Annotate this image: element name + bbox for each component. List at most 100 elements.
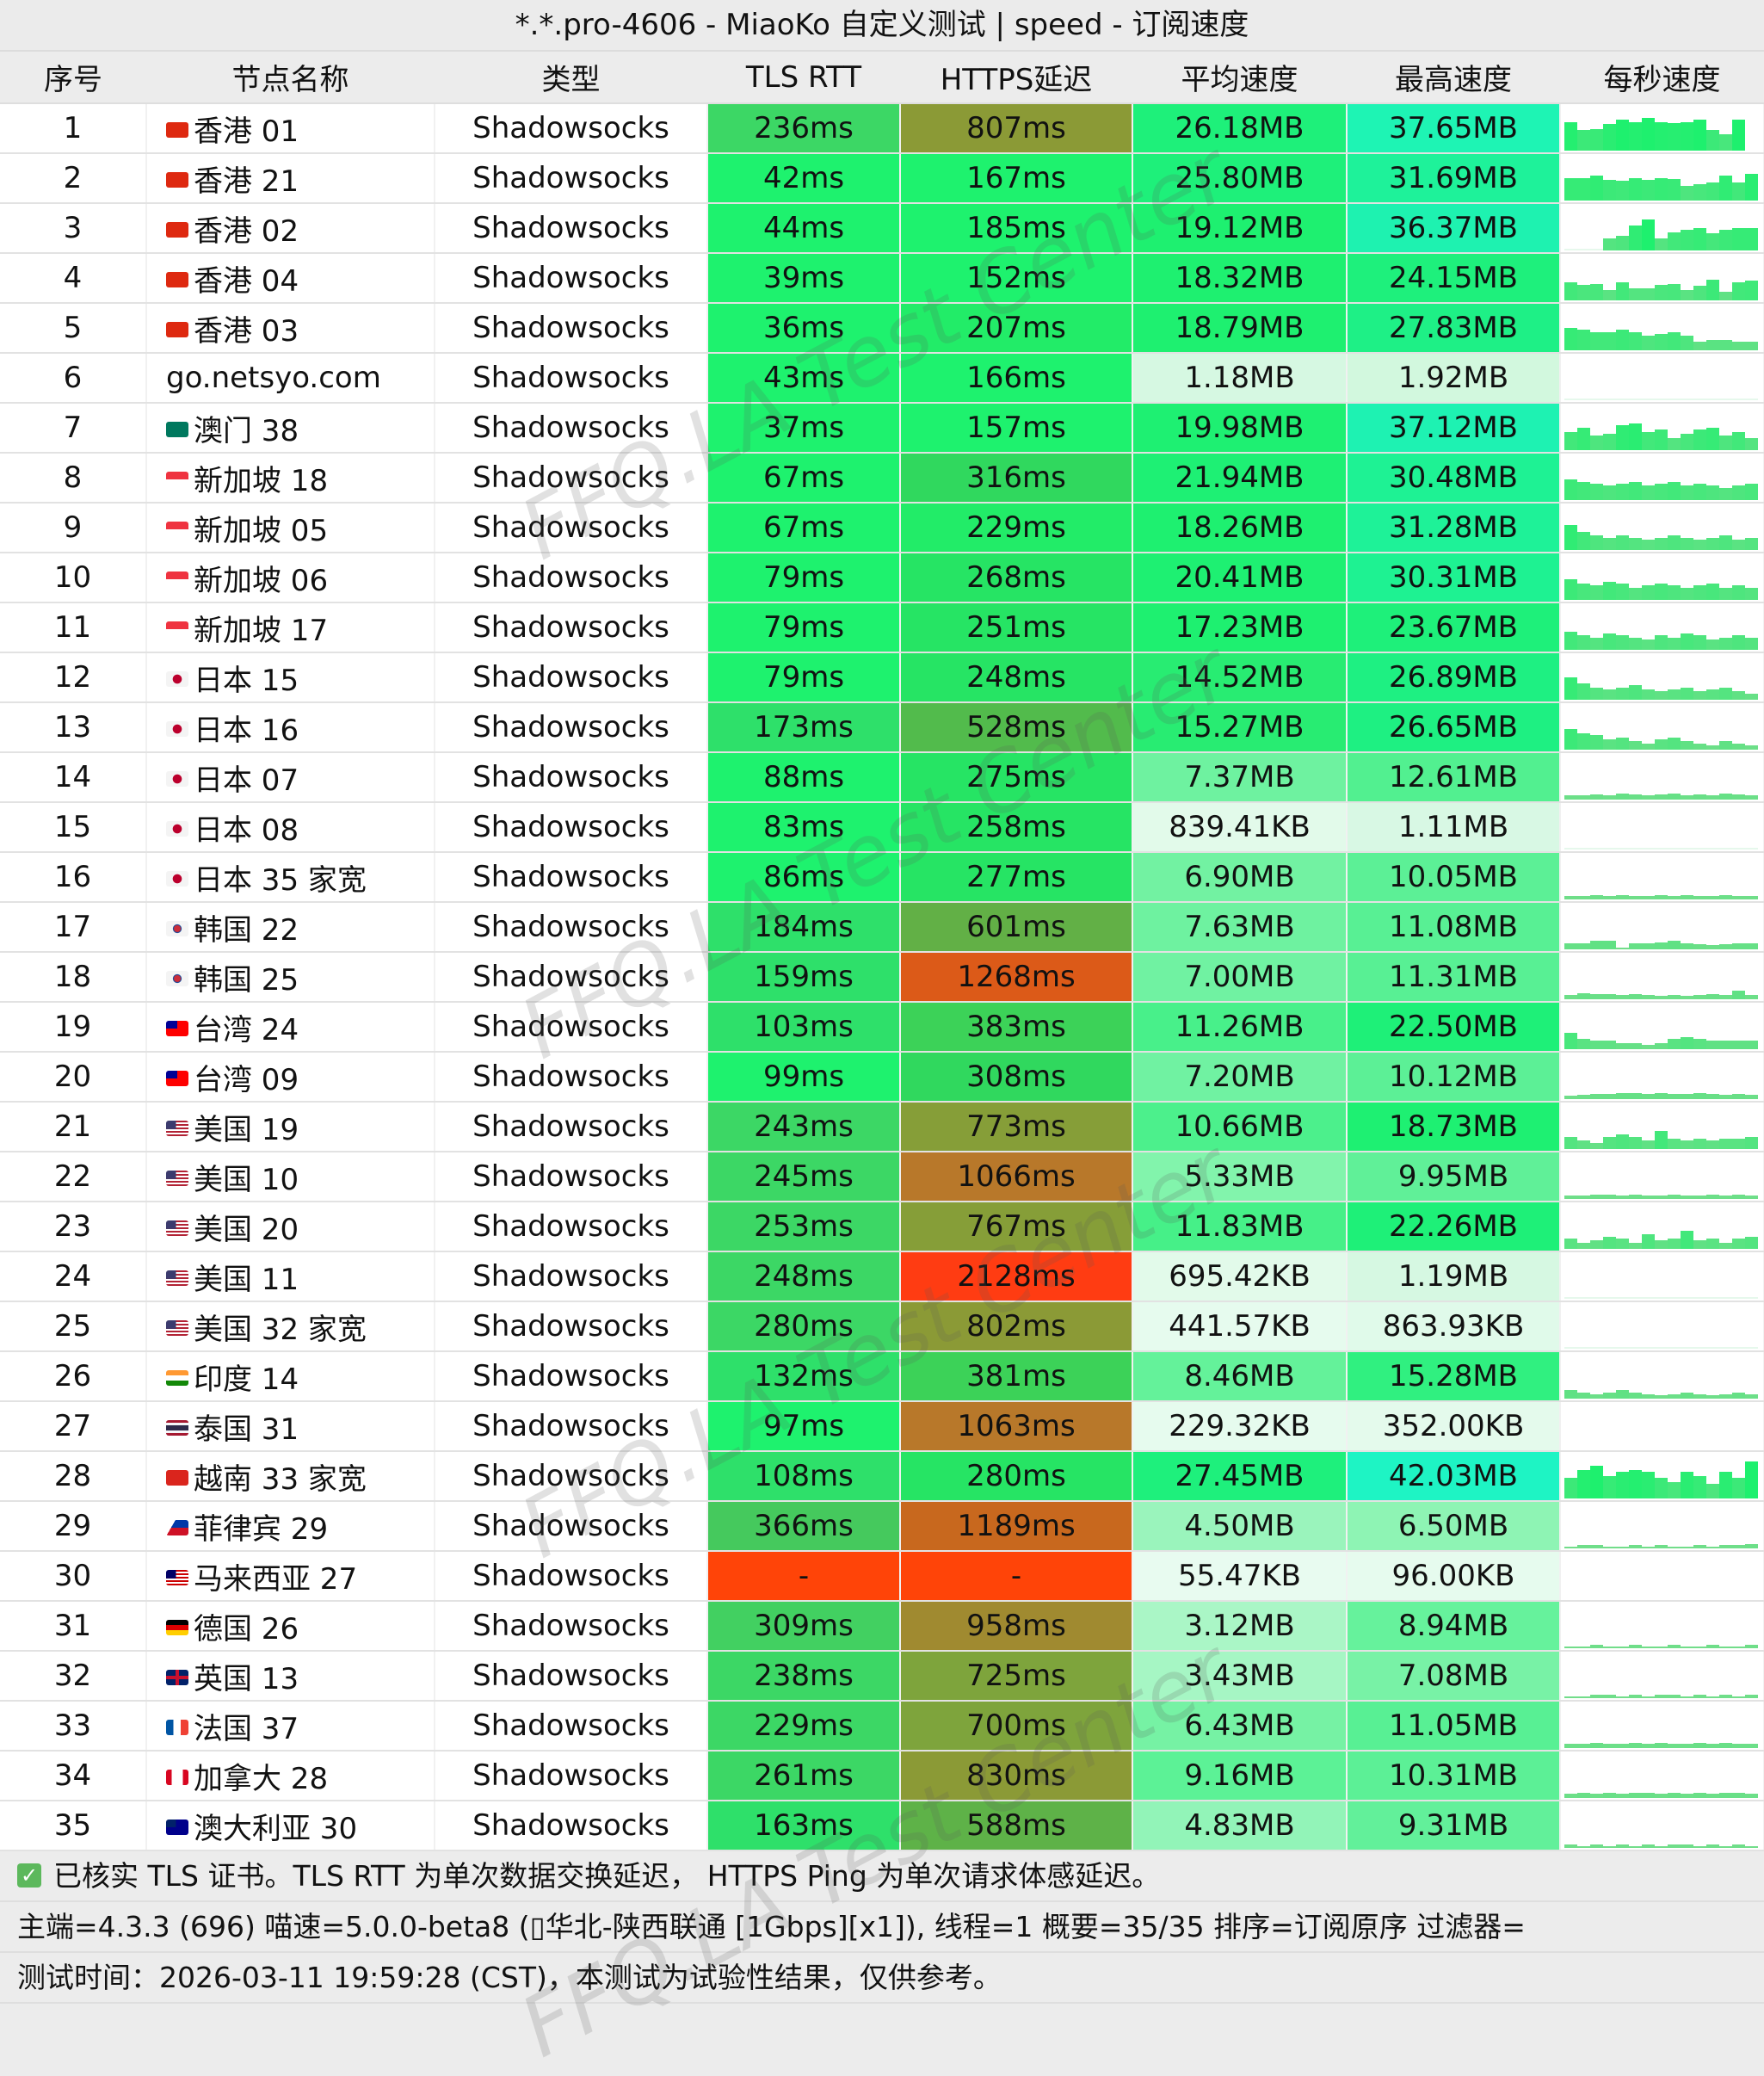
table-row[interactable]: 16 日本 35 家宽 Shadowsocks 86ms 277ms 6.90MB 10.0…	[0, 852, 1764, 903]
sparkline-bar	[1564, 1347, 1577, 1349]
table-row[interactable]: 10 新加坡 06 Shadowsocks 79ms 268ms 20.41MB 30.31…	[0, 553, 1764, 603]
col-header-index[interactable]: 序号	[0, 52, 146, 104]
table-row[interactable]: 12 日本 15 Shadowsocks 79ms 248ms 14.52MB 26.89M…	[0, 652, 1764, 703]
table-row[interactable]: 35 澳大利亚 30 Shadowsocks 163ms 588ms 4.83MB 9.31…	[0, 1801, 1764, 1851]
table-row[interactable]: 5 香港 03 Shadowsocks 36ms 207ms 18.79MB 27.83MB	[0, 303, 1764, 354]
sparkline-bar	[1590, 129, 1603, 151]
sparkline-bars	[1564, 457, 1762, 500]
table-row[interactable]: 14 日本 07 Shadowsocks 88ms 275ms 7.37MB 12.61MB	[0, 752, 1764, 803]
sparkline-bar	[1706, 340, 1719, 350]
sparkline-bars	[1564, 1056, 1762, 1099]
table-row[interactable]: 6 go.netsyo.com Shadowsocks 43ms 166ms 1.18MB…	[0, 353, 1764, 404]
table-row[interactable]: 24 美国 11 Shadowsocks 248ms 2128ms 695.42KB 1.1…	[0, 1251, 1764, 1302]
table-row[interactable]: 28 越南 33 家宽 Shadowsocks 108ms 280ms 27.45MB 42…	[0, 1451, 1764, 1502]
table-row[interactable]: 34 加拿大 28 Shadowsocks 261ms 830ms 9.16MB 10.31…	[0, 1751, 1764, 1801]
table-row[interactable]: 33 法国 37 Shadowsocks 229ms 700ms 6.43MB 11.05M…	[0, 1701, 1764, 1752]
sparkline-bar	[1629, 399, 1642, 400]
sparkline-bar	[1642, 896, 1655, 899]
sparkline-bar	[1745, 281, 1758, 300]
sparkline-bar	[1706, 848, 1719, 850]
col-header-node-name[interactable]: 节点名称	[146, 52, 435, 104]
tls-rtt-cell: 243ms	[707, 1102, 901, 1152]
table-row[interactable]: 3 香港 02 Shadowsocks 44ms 185ms 19.12MB 36.37MB	[0, 203, 1764, 254]
table-row[interactable]: 26 印度 14 Shadowsocks 132ms 381ms 8.46MB 15.28M…	[0, 1351, 1764, 1402]
table-row[interactable]: 8 新加坡 18 Shadowsocks 67ms 316ms 21.94MB 30.48M…	[0, 453, 1764, 504]
sparkline-bar	[1668, 1297, 1681, 1299]
table-row[interactable]: 22 美国 10 Shadowsocks 245ms 1066ms 5.33MB 9.95M…	[0, 1152, 1764, 1202]
node-name: 台湾 24	[146, 1002, 435, 1053]
table-row[interactable]: 2 香港 21 Shadowsocks 42ms 167ms 25.80MB 31.69MB	[0, 153, 1764, 204]
sparkline-bar	[1668, 1139, 1681, 1149]
col-header-avg-speed[interactable]: 平均速度	[1132, 52, 1347, 104]
per-second-speed-sparkline	[1560, 1701, 1764, 1752]
row-index: 19	[0, 1002, 147, 1053]
table-row[interactable]: 21 美国 19 Shadowsocks 243ms 773ms 10.66MB 18.73…	[0, 1102, 1764, 1152]
table-row[interactable]: 11 新加坡 17 Shadowsocks 79ms 251ms 17.23MB 23.67…	[0, 602, 1764, 653]
sparkline-bar	[1564, 632, 1577, 650]
sparkline-bar	[1681, 1547, 1693, 1548]
sparkline-bar	[1732, 485, 1745, 500]
table-row[interactable]: 13 日本 16 Shadowsocks 173ms 528ms 15.27MB 26.65…	[0, 702, 1764, 753]
table-row[interactable]: 27 泰国 31 Shadowsocks 97ms 1063ms 229.32KB 352.…	[0, 1401, 1764, 1452]
node-name-text: 美国 19	[194, 1112, 299, 1147]
sparkline-bar	[1577, 993, 1590, 999]
https-latency-cell: 308ms	[900, 1052, 1133, 1103]
table-row[interactable]: 1 香港 01 Shadowsocks 236ms 807ms 26.18MB 37.65M…	[0, 103, 1764, 154]
sparkline-bar	[1681, 434, 1693, 450]
sparkline-bar	[1745, 484, 1758, 500]
col-header-max-speed[interactable]: 最高速度	[1347, 52, 1560, 104]
max-speed-cell: 22.50MB	[1347, 1002, 1561, 1053]
france-flag-icon	[166, 1720, 188, 1735]
sparkline-bar	[1564, 328, 1577, 350]
max-speed-cell: 26.65MB	[1347, 702, 1561, 753]
avg-speed-cell: 229.32KB	[1132, 1401, 1348, 1452]
table-row[interactable]: 20 台湾 09 Shadowsocks 99ms 308ms 7.20MB 10.12MB	[0, 1052, 1764, 1103]
avg-speed-cell: 441.57KB	[1132, 1301, 1348, 1352]
max-speed-cell: 37.12MB	[1347, 403, 1561, 454]
table-row[interactable]: 4 香港 04 Shadowsocks 39ms 152ms 18.32MB 24.15MB	[0, 253, 1764, 304]
sparkline-bar	[1719, 944, 1732, 949]
table-row[interactable]: 17 韩国 22 Shadowsocks 184ms 601ms 7.63MB 11.08M…	[0, 902, 1764, 953]
node-type: Shadowsocks	[435, 1202, 708, 1252]
col-header-type[interactable]: 类型	[435, 52, 707, 104]
table-row[interactable]: 31 德国 26 Shadowsocks 309ms 958ms 3.12MB 8.94MB	[0, 1601, 1764, 1652]
sparkline-bar	[1590, 1844, 1603, 1848]
sparkline-bar	[1693, 540, 1706, 550]
https-latency-cell: 958ms	[900, 1601, 1133, 1652]
col-header-per-second-speed[interactable]: 每秒速度	[1560, 52, 1764, 104]
table-row[interactable]: 18 韩国 25 Shadowsocks 159ms 1268ms 7.00MB 11.31…	[0, 952, 1764, 1003]
sparkline-bar	[1616, 1844, 1629, 1848]
sparkline-bar	[1577, 848, 1590, 850]
table-row[interactable]: 23 美国 20 Shadowsocks 253ms 767ms 11.83MB 22.26…	[0, 1202, 1764, 1252]
sparkline-bar	[1745, 1137, 1758, 1149]
table-row[interactable]: 15 日本 08 Shadowsocks 83ms 258ms 839.41KB 1.11M…	[0, 802, 1764, 853]
https-latency-cell: 167ms	[900, 153, 1133, 204]
node-name: 美国 19	[146, 1102, 435, 1152]
table-row[interactable]: 25 美国 32 家宽 Shadowsocks 280ms 802ms 441.57KB 8…	[0, 1301, 1764, 1352]
table-row[interactable]: 9 新加坡 05 Shadowsocks 67ms 229ms 18.26MB 31.28M…	[0, 503, 1764, 553]
sparkline-bar	[1603, 1297, 1616, 1299]
node-type: Shadowsocks	[435, 1601, 708, 1652]
sparkline-bar	[1693, 1240, 1706, 1249]
sparkline-bar	[1745, 1095, 1758, 1099]
node-name: 菲律宾 29	[146, 1501, 435, 1552]
table-row[interactable]: 29 菲律宾 29 Shadowsocks 366ms 1189ms 4.50MB 6.50…	[0, 1501, 1764, 1552]
col-header-https-latency[interactable]: HTTPS延迟	[900, 52, 1132, 104]
sparkline-bar	[1745, 399, 1758, 400]
node-name-text: 日本 08	[194, 812, 299, 848]
table-row[interactable]: 19 台湾 24 Shadowsocks 103ms 383ms 11.26MB 22.50…	[0, 1002, 1764, 1053]
table-row[interactable]: 30 马来西亚 27 Shadowsocks - -55.47KB 96.00KB	[0, 1551, 1764, 1602]
sparkline-bar	[1642, 1094, 1655, 1099]
sparkline-bars	[1564, 1306, 1762, 1349]
per-second-speed-sparkline	[1560, 1601, 1764, 1652]
sparkline-bar	[1629, 1393, 1642, 1399]
table-row[interactable]: 7 澳门 38 Shadowsocks 37ms 157ms 19.98MB 37.12MB	[0, 403, 1764, 454]
row-index: 10	[0, 553, 147, 603]
sparkline-bar	[1706, 1794, 1719, 1798]
col-header-tls-rtt[interactable]: TLS RTT	[707, 52, 900, 104]
sparkline-bar	[1668, 585, 1681, 600]
table-row[interactable]: 32 英国 13 Shadowsocks 238ms 725ms 3.43MB 7.08MB	[0, 1651, 1764, 1702]
philippines-flag-icon	[166, 1520, 188, 1535]
sparkline-bar	[1693, 794, 1706, 800]
sparkline-bar	[1616, 584, 1629, 600]
